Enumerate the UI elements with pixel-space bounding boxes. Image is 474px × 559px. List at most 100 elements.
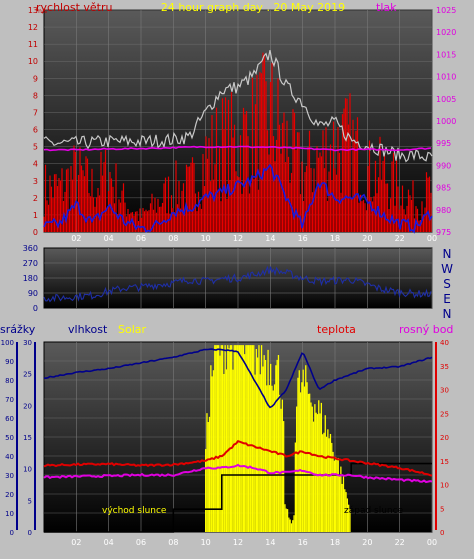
panel1-left-tick: 10: [28, 57, 38, 66]
panel2-axis: 0 90 180 270 360: [23, 244, 38, 313]
panel1-left-tick: 2: [33, 194, 38, 203]
panel3-temp-axis: 0 5 10 15 20 25 30 35 40: [440, 339, 449, 537]
panel1-x-tick: 14: [265, 234, 275, 243]
wind-direction-line: [43, 265, 432, 303]
panel1-right-axis: 975 980 985 990 995 1000 1005 1010 1015 1020 1025: [436, 6, 456, 237]
panel3-series: [43, 345, 433, 533]
panel1-x-tick: 02: [71, 234, 81, 243]
panel3-x-tick: 14: [265, 538, 275, 547]
panel1-left-tick: 4: [33, 160, 38, 169]
rain-axis-tick: 80: [5, 377, 14, 385]
rain-axis-tick: 30: [5, 472, 14, 480]
compass-letter: S: [443, 277, 451, 291]
panel3-x-tick: 18: [330, 538, 340, 547]
panel1-x-tick: 10: [201, 234, 211, 243]
panel1-unit-label: m/s: [36, 8, 47, 15]
panel3-x-tick: 02: [71, 538, 81, 547]
panel1-left-tick: 13: [28, 6, 38, 15]
panel1-left-tick: 3: [33, 177, 38, 186]
panel1-right-tick: 1000: [436, 117, 456, 126]
panel3-humidity-axis: 0 5 10 15 20 25 30: [23, 339, 32, 537]
humidity-axis-tick: 15: [23, 434, 32, 442]
temp-axis-tick: 15: [440, 458, 449, 466]
panel1-x-tick: 04: [104, 234, 114, 243]
panel1-right-tick: 985: [436, 184, 451, 193]
panel1-right-tick: 980: [436, 206, 451, 215]
panel1-x-tick: 12: [233, 234, 243, 243]
panel1-x-tick: 08: [168, 234, 178, 243]
panel1-right-tick: 1025: [436, 6, 456, 15]
panel2-tick: 180: [23, 274, 38, 283]
panel3-x-tick: 10: [201, 538, 211, 547]
dew-point-line: [43, 463, 433, 484]
panel3-x-tick: 22: [395, 538, 405, 547]
temp-axis-tick: 20: [440, 434, 449, 442]
panel3-x-tick: 06: [136, 538, 146, 547]
panel3-x-tick: 00: [427, 538, 437, 547]
temp-axis-tick: 40: [440, 339, 449, 347]
temp-axis-tick: 35: [440, 363, 449, 371]
rain-axis-tick: 100: [1, 339, 14, 347]
panel1-left-tick: 12: [28, 23, 38, 32]
panel3-x-tick: 04: [104, 538, 114, 547]
rain-axis-tick: 10: [5, 510, 14, 518]
panel1-left-tick: 8: [33, 91, 38, 100]
sunrise-label: východ slunce: [102, 506, 167, 516]
panel1-right-tick: 1010: [436, 73, 456, 82]
panel1-left-tick: 6: [33, 126, 38, 135]
panel1-left-tick: 9: [33, 74, 38, 83]
panel2-tick: 270: [23, 259, 38, 268]
panel1-left-tick: 5: [33, 143, 38, 152]
humidity-axis-tick: 25: [23, 371, 32, 379]
panel2-tick: 0: [33, 304, 38, 313]
panel1-x-tick: 20: [362, 234, 372, 243]
temperature-line: [43, 440, 433, 477]
panel1-x-axis: 02 04 06 08 10 12 14 16 18 20 22 00: [71, 234, 437, 243]
humidity-axis-tick: 30: [23, 339, 32, 347]
humidity-line: [43, 348, 433, 409]
humidity-axis-tick: 5: [28, 497, 32, 505]
temp-axis-tick: 25: [440, 410, 449, 418]
pressure-line: [43, 145, 432, 152]
panel2-tick: 90: [28, 289, 38, 298]
panel3-rain-axis: 0 10 20 30 40 50 60 70 80 90 100: [1, 339, 14, 537]
compass-letter: E: [443, 292, 451, 306]
compass-letter: N: [443, 307, 452, 321]
rain-axis-tick: 0: [10, 529, 14, 537]
panel1-x-tick: 22: [395, 234, 405, 243]
panel3-x-tick: 08: [168, 538, 178, 547]
rain-axis-tick: 70: [5, 396, 14, 404]
panel1-right-tick: 1020: [436, 28, 456, 37]
temp-axis-tick: 0: [440, 529, 444, 537]
panel1-series: [43, 49, 433, 234]
rain-axis-tick: 20: [5, 491, 14, 499]
wind-speed-line: [43, 163, 433, 234]
panel1-left-tick: 7: [33, 108, 38, 117]
temp-axis-tick: 30: [440, 387, 449, 395]
rain-step-line: [44, 462, 432, 533]
panel1-right-tick: 1005: [436, 95, 456, 104]
panel1-right-tick: 990: [436, 161, 451, 170]
rain-axis-tick: 40: [5, 453, 14, 461]
panel1-left-tick: 1: [33, 211, 38, 220]
rain-axis-tick: 60: [5, 415, 14, 423]
rain-axis-tick: 90: [5, 358, 14, 366]
dew-point-label: rosný bod: [399, 323, 453, 336]
panel3-x-tick: 12: [233, 538, 243, 547]
panel2-series: [43, 265, 432, 303]
solar-label: Solar: [118, 323, 147, 336]
compass-letter: N: [443, 247, 452, 261]
sunset-label: západ slunce: [344, 506, 404, 516]
humidity-axis-tick: 0: [28, 529, 32, 537]
temp-axis-tick: 10: [440, 482, 449, 490]
panel2-tick: 360: [23, 244, 38, 253]
panel1-x-tick: 06: [136, 234, 146, 243]
temperature-label: teplota: [317, 323, 356, 336]
panel1-left-label: rychlost větru: [36, 1, 112, 14]
panel1-right-tick: 1015: [436, 50, 456, 59]
humidity-axis-tick: 10: [23, 466, 32, 474]
panel1-x-tick: 16: [298, 234, 308, 243]
